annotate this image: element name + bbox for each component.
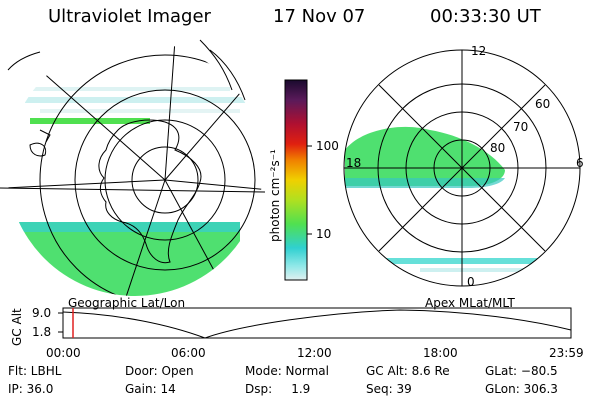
colorbar <box>284 79 312 281</box>
altitude-ylabel: GC Alt <box>10 308 24 346</box>
nightside-streak-1 <box>380 258 540 264</box>
colorbar-units-label: photon cm⁻²s⁻¹ <box>268 149 282 242</box>
info-ip: IP: 36.0 <box>8 382 54 396</box>
info-dsp: Dsp: 1.9 <box>245 382 311 396</box>
emission-streak-1 <box>25 97 255 103</box>
time-tick-0600: 06:00 <box>171 346 206 360</box>
meridian-line <box>164 179 263 191</box>
mlat-label-80: 80 <box>490 141 506 155</box>
meridian-line <box>39 69 166 181</box>
mlt-label-6: 6 <box>576 156 584 170</box>
info-glat: GLat: −80.5 <box>485 364 558 378</box>
grid-arc <box>7 51 41 71</box>
info-glon: GLon: 306.3 <box>485 382 558 396</box>
mlt-label-12: 12 <box>471 44 487 58</box>
time-tick-1800: 18:00 <box>423 346 458 360</box>
emission-band-upper <box>30 118 150 124</box>
grid-line <box>0 187 266 193</box>
info-mode: Mode: Normal <box>245 364 329 378</box>
emission-streak-3 <box>40 109 240 113</box>
time-tick-1200: 12:00 <box>297 346 332 360</box>
time-tick-0000: 00:00 <box>46 346 81 360</box>
emission-band-lower <box>7 222 240 296</box>
meridian-line <box>7 179 166 189</box>
mlt-label-18: 18 <box>346 156 362 170</box>
emission-streak-2 <box>10 87 230 91</box>
info-gain: Gain: 14 <box>125 382 176 396</box>
altitude-plot-frame <box>62 307 572 339</box>
meridian-line <box>164 69 261 181</box>
altitude-ytick-label-1.8: 1.8 <box>32 325 52 339</box>
geographic-map <box>0 39 266 296</box>
instrument-title: Ultraviolet Imager <box>48 6 211 27</box>
lat-circle-60 <box>74 89 256 271</box>
info-seq: Seq: 39 <box>366 382 412 396</box>
info-filter: Flt: LBHL <box>8 364 62 378</box>
info-gc-alt: GC Alt: 8.6 Re <box>366 364 450 378</box>
emission-band-lower-edge <box>7 222 240 232</box>
auroral-oval-dayside <box>345 126 505 186</box>
mlt-diagonal <box>378 84 546 252</box>
apex-map <box>343 49 581 287</box>
mlat-label-60: 60 <box>535 97 551 111</box>
altitude-ytick-label-9: 9.0 <box>32 306 52 320</box>
antarctica-coastline <box>98 119 202 264</box>
colorbar-tick-label-100: 100 <box>316 139 339 153</box>
coastline-fragment <box>29 142 47 157</box>
time-tick-2359: 23:59 <box>549 346 584 360</box>
grid-arc <box>199 39 233 91</box>
lat-circle-50 <box>39 54 263 296</box>
colorbar-scale <box>284 79 308 281</box>
nightside-streak-2 <box>420 268 540 272</box>
lat-circle-80 <box>131 146 199 214</box>
time-label: 00:33:30 UT <box>430 6 541 27</box>
mlat-label-70: 70 <box>513 120 529 134</box>
mlt-label-0: 0 <box>467 275 475 289</box>
date-label: 17 Nov 07 <box>273 6 366 27</box>
coastline-fragment <box>39 129 51 143</box>
auroral-oval-edge <box>345 178 505 188</box>
altitude-curve <box>62 309 572 339</box>
colorbar-tick-label-10: 10 <box>316 227 332 241</box>
altitude-plot <box>58 307 572 339</box>
grid-arc <box>209 49 246 101</box>
left-map-caption: Geographic Lat/Lon <box>68 296 186 310</box>
right-map-caption: Apex MLat/MLT <box>425 296 515 310</box>
info-door: Door: Open <box>125 364 194 378</box>
meridian-line <box>164 40 176 181</box>
lat-circle-70 <box>104 119 226 241</box>
